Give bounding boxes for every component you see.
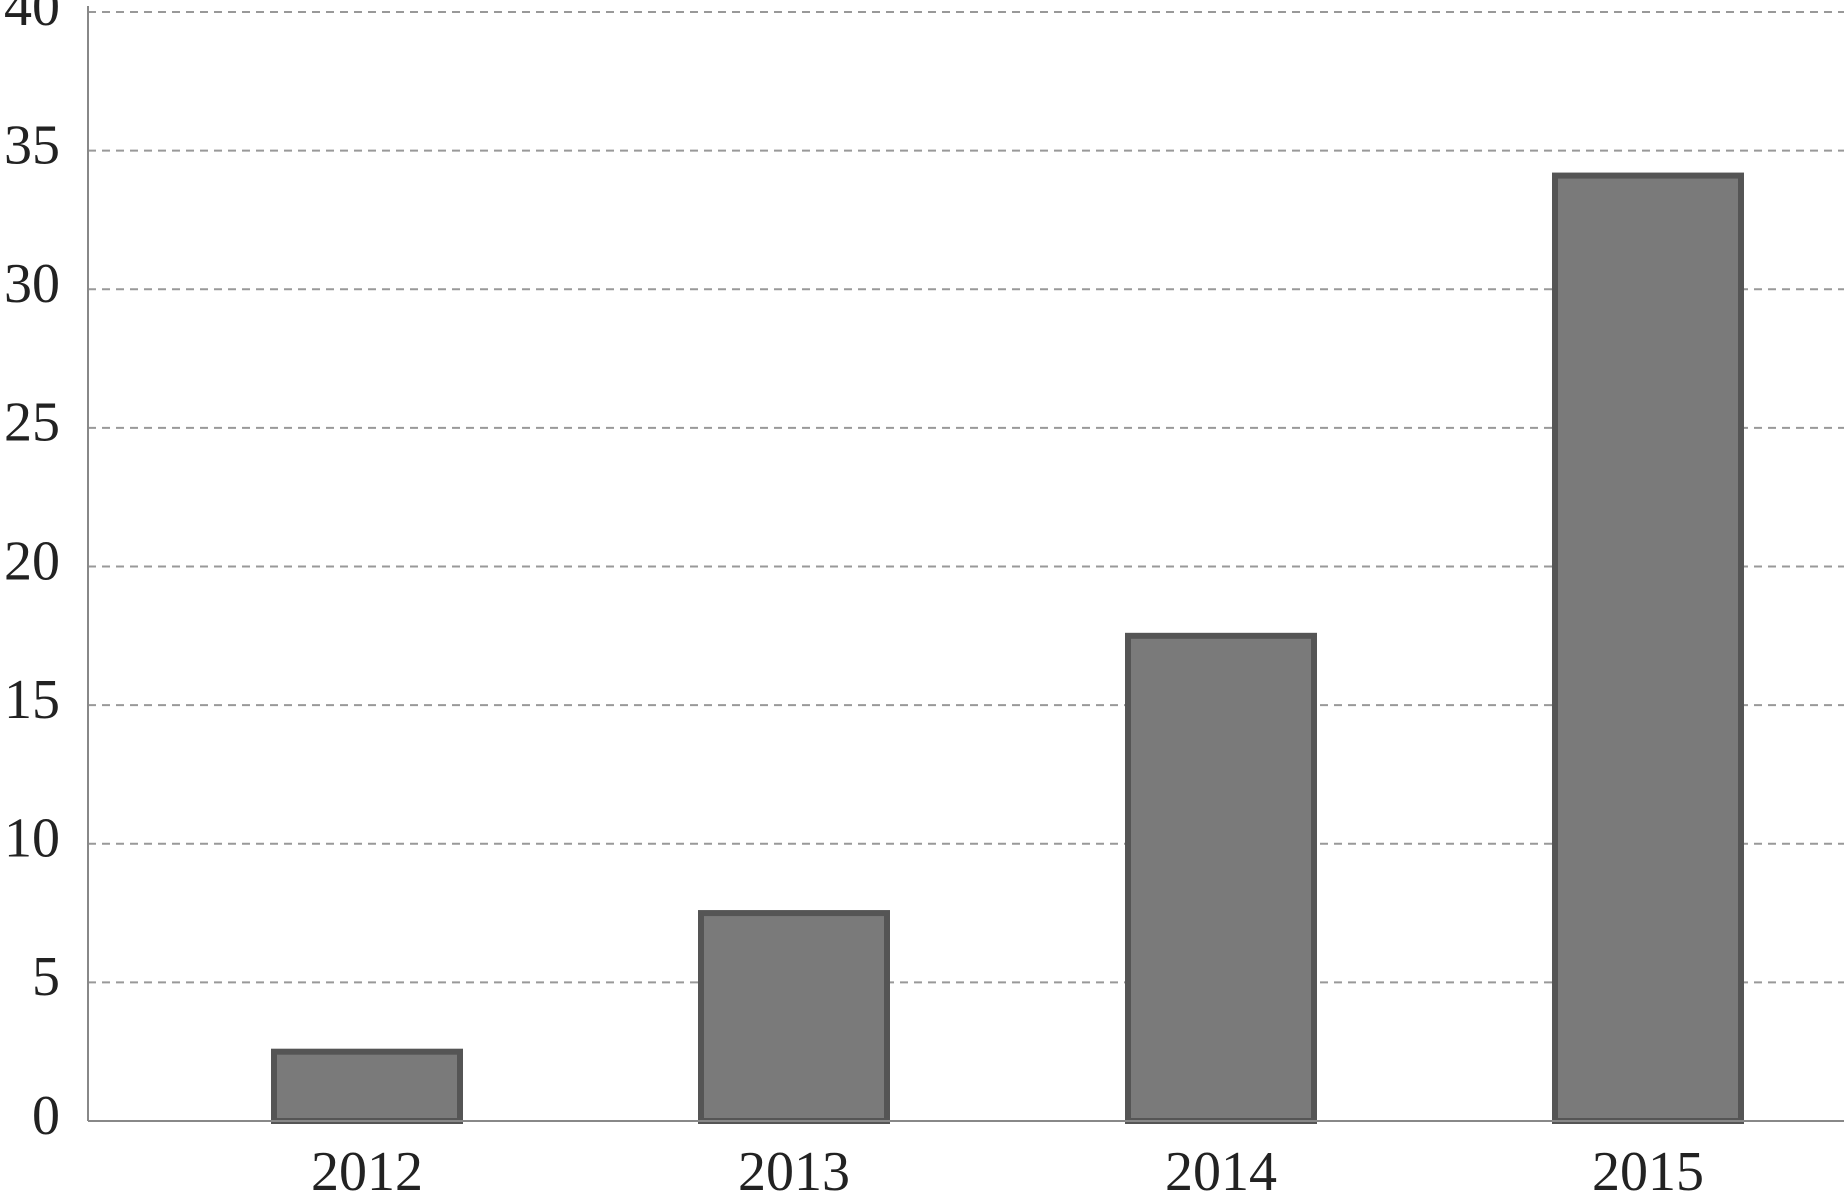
- bar: [1552, 172, 1744, 1124]
- x-tick-label: 2014: [1165, 1141, 1277, 1195]
- bar: [1125, 632, 1317, 1124]
- y-tick-label: 15: [4, 669, 60, 731]
- bar: [271, 1048, 463, 1124]
- y-tick-label: 35: [4, 114, 60, 176]
- bar: [698, 910, 890, 1124]
- x-tick-label: 2012: [311, 1141, 423, 1195]
- y-tick-label: 20: [4, 530, 60, 592]
- bars: [271, 172, 1744, 1124]
- y-tick-label: 40: [4, 0, 60, 38]
- y-tick-label: 5: [32, 946, 60, 1008]
- y-tick-label: 30: [4, 253, 60, 315]
- y-tick-label: 10: [4, 808, 60, 870]
- y-tick-label: 25: [4, 392, 60, 454]
- x-tick-label: 2013: [738, 1141, 850, 1195]
- x-tick-label: 2015: [1592, 1141, 1704, 1195]
- y-tick-label: 0: [32, 1085, 60, 1147]
